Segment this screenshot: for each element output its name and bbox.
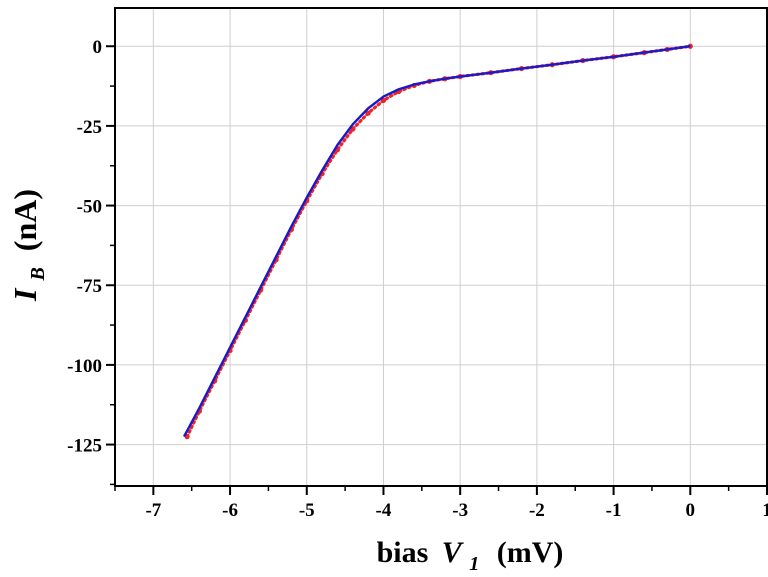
x-axis-title-sub: 1 — [469, 553, 479, 575]
x-tick-label: -1 — [606, 500, 622, 521]
x-tick-label: -6 — [222, 500, 238, 521]
y-axis-title-unit: (nA) — [7, 189, 43, 251]
y-axis-title-var: I — [7, 287, 43, 302]
x-tick-label: -3 — [452, 500, 468, 521]
x-tick-label: -4 — [376, 500, 392, 521]
y-axis-title: I B (nA) — [7, 189, 51, 302]
y-tick-label: -75 — [77, 276, 102, 297]
plot-frame — [114, 7, 768, 487]
y-tick-label: 0 — [93, 37, 103, 58]
y-tick-label: -100 — [67, 356, 102, 377]
fit-line — [182, 45, 691, 438]
y-tick-label: -125 — [67, 436, 102, 457]
y-tick-labels: 0 -25 -50 -75 -100 -125 — [67, 37, 102, 456]
x-axis-title-var: V — [442, 536, 465, 569]
x-tick-label: -2 — [529, 500, 545, 521]
x-tick-label: -5 — [299, 500, 315, 521]
series-layer — [182, 43, 693, 440]
x-tick-label: 0 — [686, 500, 696, 521]
grid-lines — [115, 8, 768, 486]
y-tick-label: -50 — [77, 197, 102, 218]
x-axis-title-unit: (mV) — [497, 536, 564, 569]
y-axis-title-sub: B — [27, 267, 49, 281]
x-axis-title-main: bias — [377, 536, 429, 569]
data-dotted-trace — [185, 44, 692, 439]
y-tick-label: -25 — [77, 117, 102, 138]
axis-ticks — [106, 45, 768, 495]
x-axis-title: bias V 1 (mV) — [377, 536, 564, 577]
x-tick-labels: -7 -6 -5 -4 -3 -2 -1 0 1 — [145, 500, 768, 521]
x-tick-label: -7 — [145, 500, 161, 521]
x-tick-label: 1 — [762, 500, 768, 521]
